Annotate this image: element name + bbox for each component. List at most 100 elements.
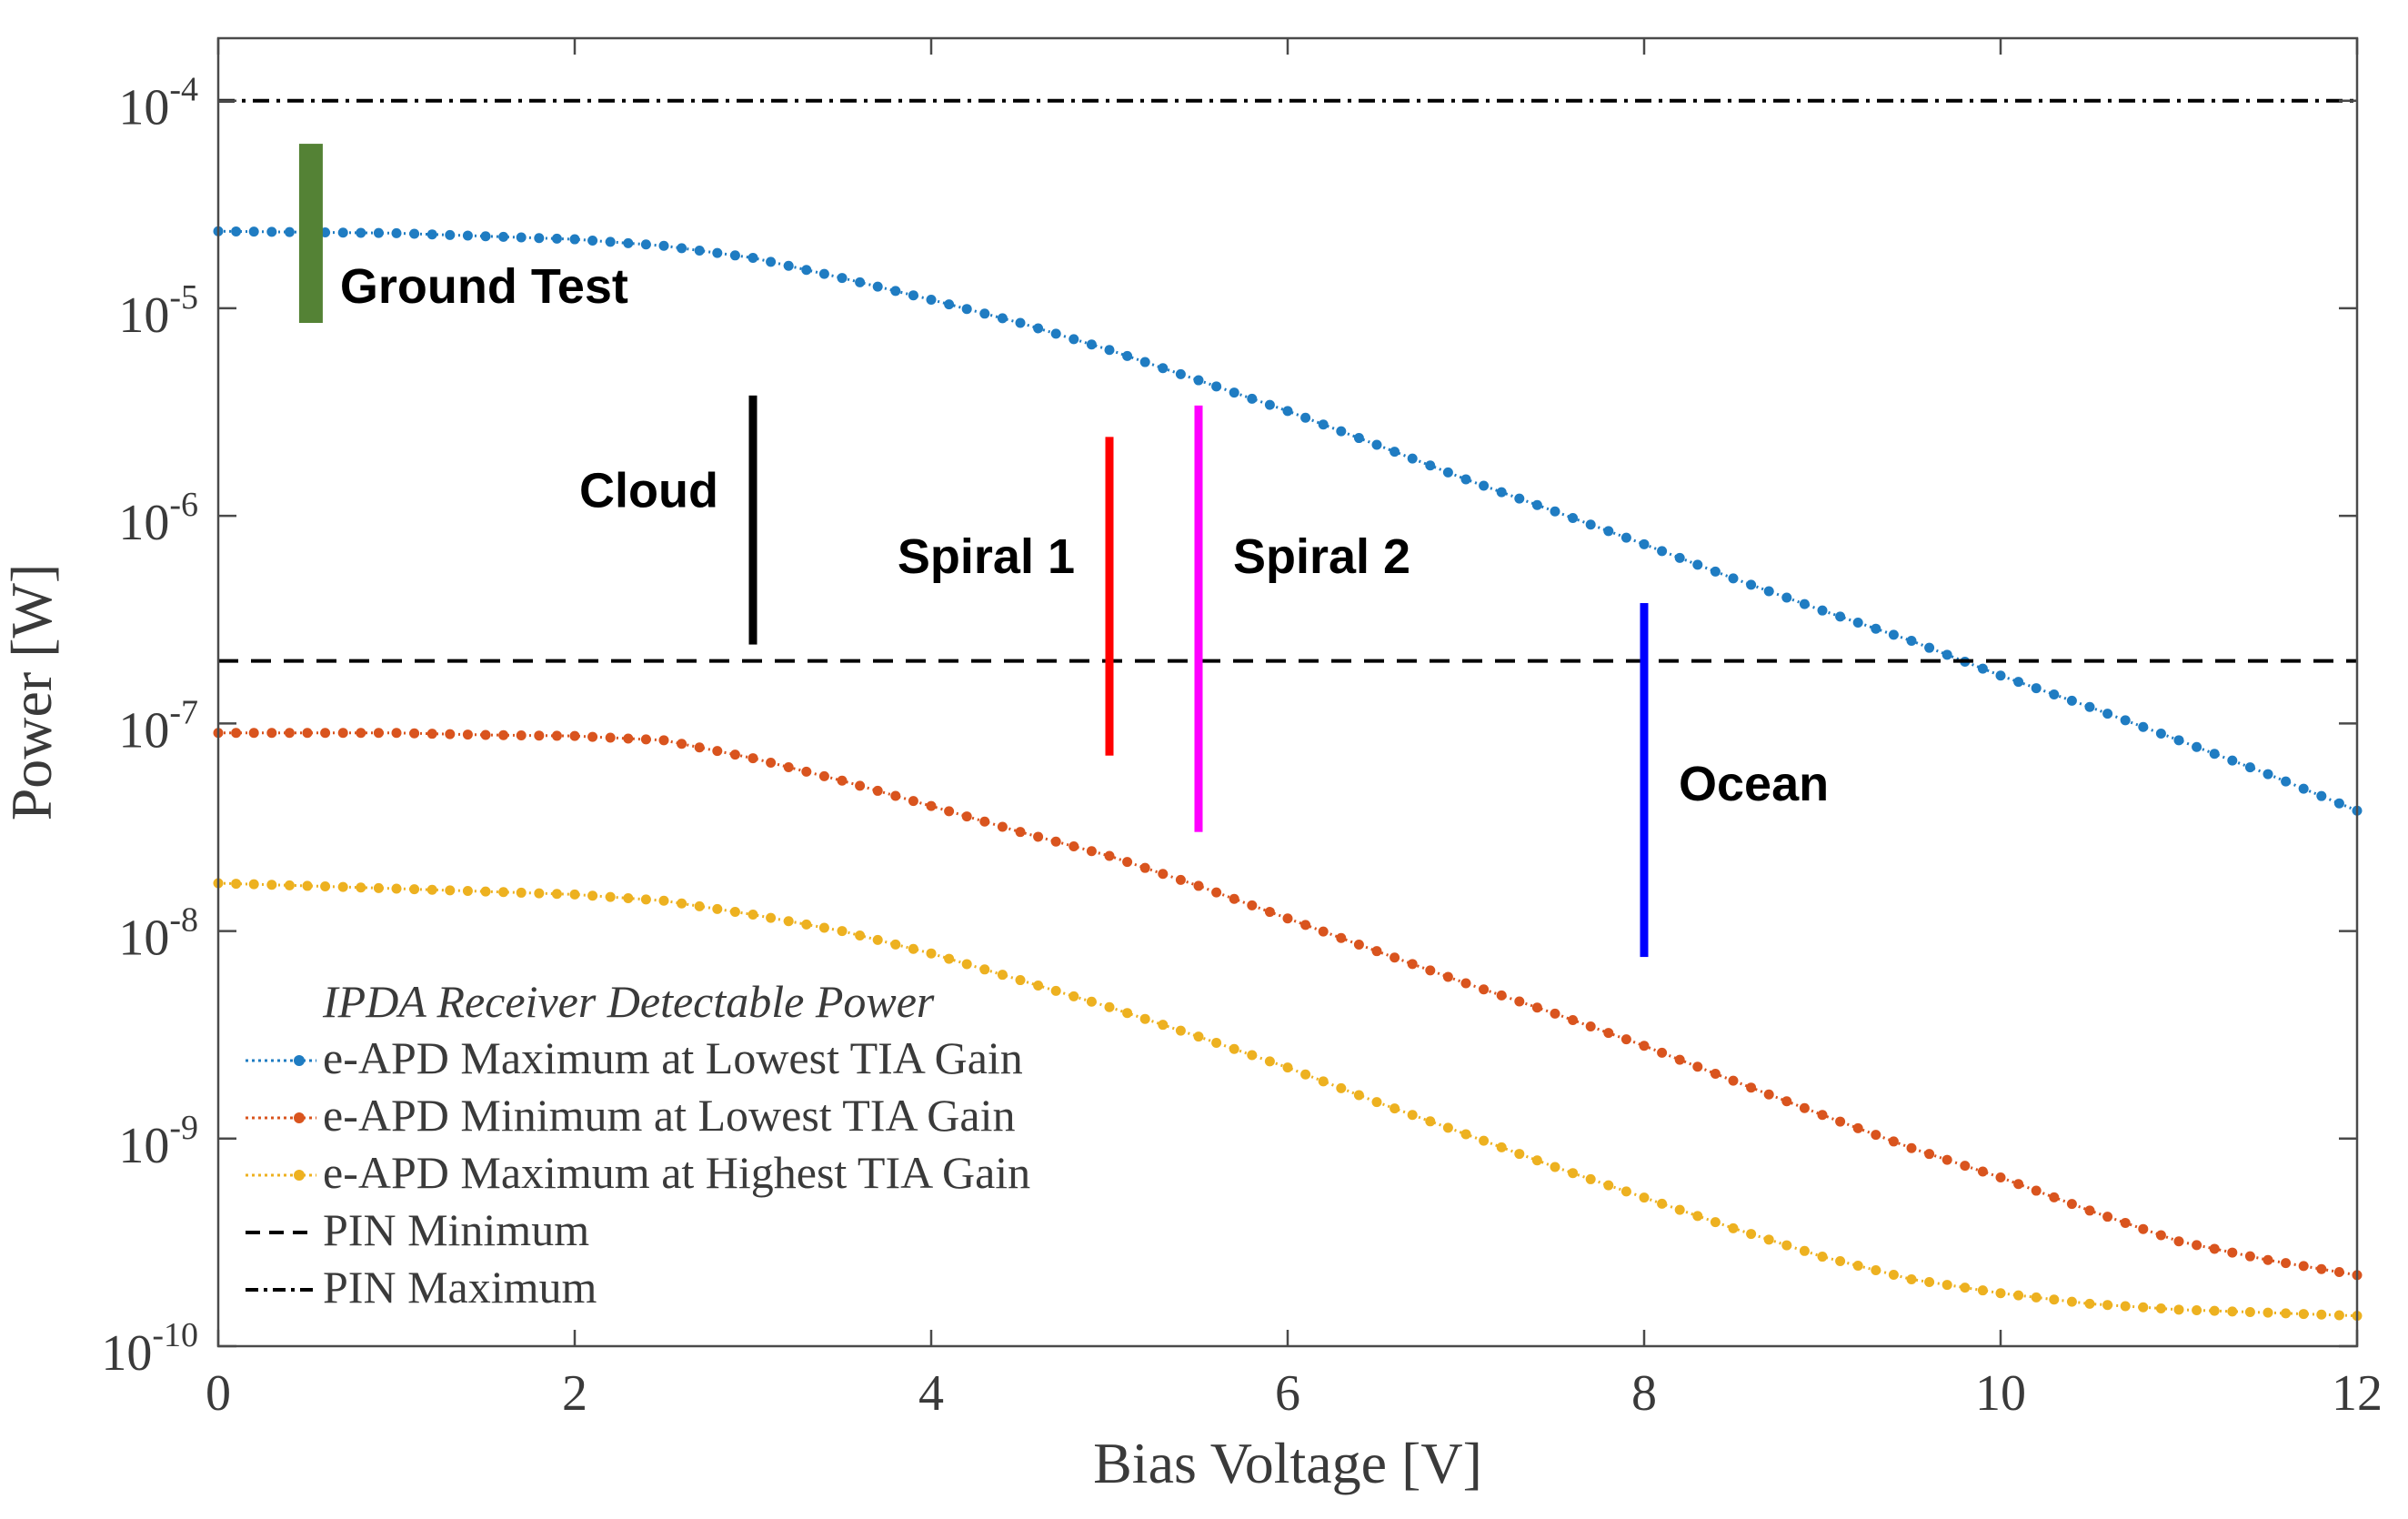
series-marker	[2281, 1308, 2292, 1319]
series-marker	[2209, 749, 2220, 760]
series-marker	[1746, 579, 1757, 590]
series-marker	[872, 785, 883, 796]
series-marker	[1639, 1041, 1650, 1051]
series-marker	[587, 235, 598, 246]
series-marker	[2316, 790, 2327, 801]
series-marker	[569, 234, 580, 245]
series-marker	[818, 268, 829, 279]
series-marker	[1175, 874, 1186, 885]
x-tick-label: 4	[918, 1365, 944, 1422]
series-marker	[2333, 1310, 2344, 1321]
series-marker	[231, 226, 242, 236]
series-marker	[516, 232, 527, 243]
series-marker	[961, 304, 972, 315]
series-marker	[2031, 1292, 2042, 1303]
series-marker	[623, 237, 634, 248]
series-marker	[1710, 1068, 1721, 1079]
series-marker	[320, 728, 331, 739]
annotation-label: Spiral 1	[898, 529, 1075, 584]
series-marker	[302, 728, 313, 739]
series-marker	[1390, 447, 1400, 458]
series-marker	[337, 728, 348, 739]
annotation-bar	[1105, 437, 1114, 756]
series-marker	[640, 239, 651, 250]
series-marker	[1585, 1021, 1596, 1032]
series-marker	[1158, 869, 1169, 880]
series-marker	[1122, 857, 1133, 868]
series-marker	[391, 883, 402, 894]
series-marker	[2244, 1307, 2255, 1318]
series-marker	[2227, 1306, 2238, 1317]
legend-marker	[294, 1055, 305, 1066]
series-marker	[284, 226, 295, 237]
series-marker	[2049, 1294, 2060, 1305]
series-marker	[1995, 670, 2006, 681]
y-tick-label: 10-8	[118, 901, 198, 967]
series-marker	[2120, 1301, 2131, 1312]
series-marker	[926, 294, 937, 305]
series-marker	[337, 881, 348, 892]
series-marker	[677, 243, 687, 254]
series-marker	[1531, 499, 1542, 510]
series-marker	[1353, 1090, 1364, 1101]
series-marker	[766, 912, 777, 923]
series-marker	[1674, 1054, 1685, 1065]
series-marker	[766, 257, 777, 267]
series-marker	[890, 790, 901, 801]
series-marker	[1104, 850, 1115, 861]
series-marker	[1104, 345, 1115, 356]
series-marker	[1620, 532, 1631, 543]
series-marker	[1300, 920, 1311, 931]
series-marker	[248, 879, 259, 890]
x-tick-label: 0	[206, 1365, 231, 1422]
series-marker	[1799, 1102, 1810, 1113]
series-marker	[1941, 1154, 1952, 1165]
series-marker	[855, 780, 866, 791]
series-marker	[623, 733, 634, 744]
series-marker	[623, 892, 634, 903]
series-marker	[2263, 1254, 2273, 1265]
series-marker	[320, 881, 331, 892]
annotation-layer: Ground Test Cloud Spiral 1 Spiral 2 Ocean	[298, 144, 1829, 958]
series-marker	[1442, 467, 1453, 478]
series-marker	[997, 313, 1008, 324]
series-marker	[837, 775, 848, 786]
series-marker	[1247, 1050, 1258, 1061]
series-marker	[2263, 1307, 2273, 1318]
series-marker	[1193, 880, 1204, 891]
series-marker	[712, 746, 723, 757]
series-marker	[373, 882, 384, 893]
series-marker	[1906, 636, 1917, 647]
x-tick-label: 8	[1631, 1365, 1657, 1422]
series-marker	[1247, 900, 1258, 910]
series-marker	[1175, 1025, 1186, 1036]
series-marker	[2102, 1212, 2113, 1222]
series-marker	[1657, 546, 1668, 557]
series-marker	[766, 758, 777, 769]
series-marker	[1033, 323, 1044, 334]
series-marker	[462, 886, 473, 897]
series-marker	[1425, 460, 1436, 471]
series-marker	[231, 879, 242, 890]
y-tick-label: 10-9	[118, 1109, 198, 1174]
series-marker	[1353, 939, 1364, 950]
series-marker	[1852, 1122, 1863, 1133]
annotation-bar	[298, 144, 323, 324]
series-marker	[944, 953, 955, 964]
series-marker	[1995, 1288, 2006, 1299]
series-marker	[2173, 735, 2184, 746]
annotation-bar	[1194, 405, 1203, 832]
annotation-bar	[1640, 603, 1649, 958]
series-marker	[1318, 1076, 1329, 1087]
series-marker	[1264, 1056, 1275, 1067]
series-marker	[337, 227, 348, 238]
x-tick-label: 6	[1275, 1365, 1300, 1422]
y-tick-label: 10-7	[118, 693, 198, 759]
series-marker	[1674, 552, 1685, 563]
series-marker	[551, 730, 562, 741]
series-marker	[445, 885, 456, 896]
series-marker	[1139, 862, 1150, 873]
series-marker	[944, 806, 955, 817]
series-marker	[1941, 649, 1952, 660]
